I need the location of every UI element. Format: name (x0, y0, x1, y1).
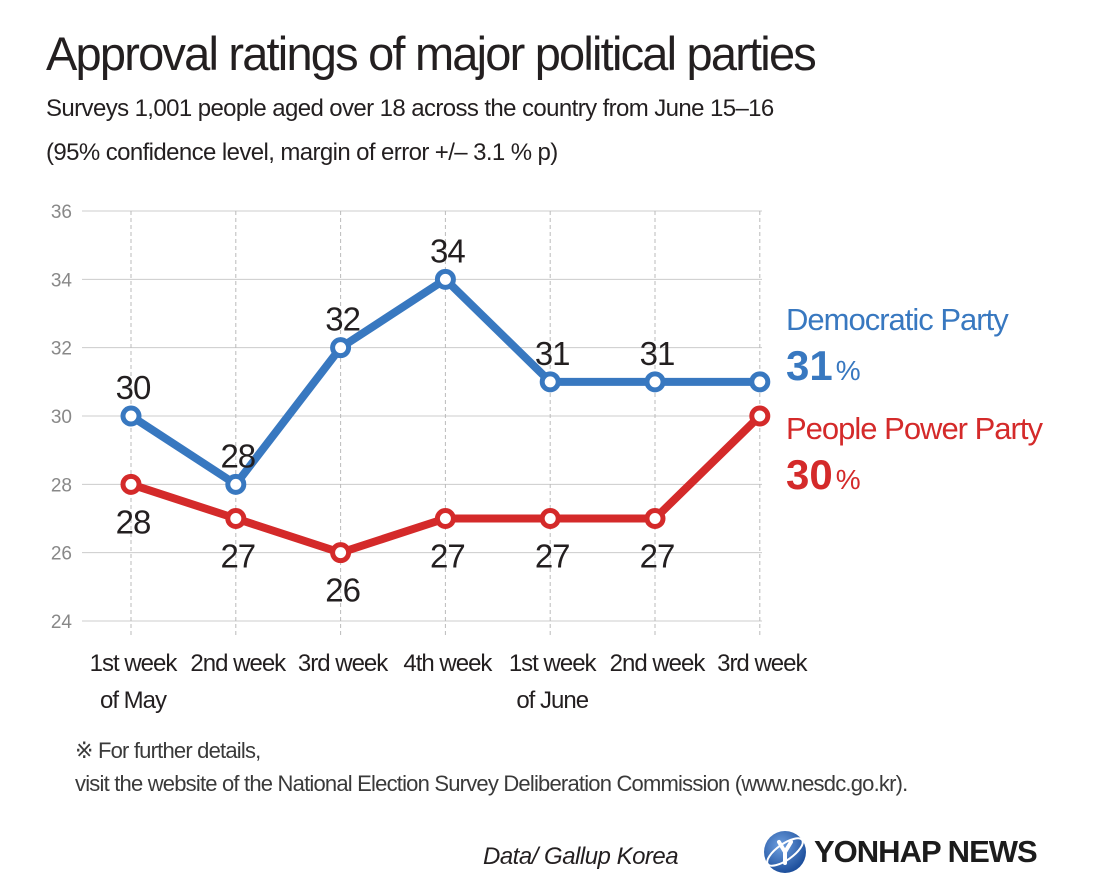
data-label-ppp-5: 27 (640, 538, 675, 575)
data-point-ppp-4 (539, 508, 561, 529)
logo-text: YONHAP NEWS (814, 834, 1038, 869)
data-point-ppp-6 (749, 405, 771, 427)
legend-value-democratic: 31% (786, 342, 861, 389)
y-tick-label-34: 34 (51, 270, 73, 291)
y-tick-label-36: 36 (51, 202, 72, 223)
data-point-ppp-5 (644, 508, 666, 529)
yonhap-globe-icon (764, 831, 806, 873)
data-label-ppp-1: 27 (220, 538, 255, 575)
y-tick-label-26: 26 (51, 544, 72, 565)
y-tick-label-28: 28 (51, 475, 72, 496)
data-point-democratic-1 (225, 473, 247, 495)
legend-value-ppp: 30% (786, 451, 861, 498)
data-point-democratic-5 (644, 371, 666, 393)
data-label-ppp-0: 28 (116, 503, 151, 540)
x-tick-label-3-0: 4th week (403, 650, 493, 677)
x-tick-label-4-0: 1st week (509, 650, 598, 677)
data-source: Data/ Gallup Korea (483, 843, 679, 870)
x-tick-label-0-1: of May (100, 687, 167, 714)
data-label-ppp-2: 26 (325, 572, 360, 609)
data-label-ppp-3: 27 (430, 538, 465, 575)
x-tick-label-6-0: 3rd week (717, 650, 808, 677)
data-point-democratic-4 (539, 371, 561, 393)
x-tick-label-1-0: 2nd week (190, 650, 287, 677)
yonhap-news-logo: YONHAP NEWS (762, 826, 1038, 878)
y-tick-label-24: 24 (51, 612, 73, 633)
legend-name-ppp: People Power Party (786, 411, 1043, 446)
x-tick-label-2-0: 3rd week (298, 650, 389, 677)
data-point-democratic-6 (749, 371, 771, 393)
subtitle-survey-info: Surveys 1,001 people aged over 18 across… (46, 95, 774, 122)
data-point-democratic-3 (434, 268, 456, 290)
data-point-ppp-0 (120, 473, 142, 495)
data-point-democratic-0 (120, 405, 142, 427)
data-point-ppp-3 (434, 508, 456, 529)
data-label-democratic-4: 31 (535, 335, 570, 372)
data-label-democratic-1: 28 (220, 437, 255, 474)
subtitle-confidence-info: (95% confidence level, margin of error +… (46, 139, 558, 166)
data-label-democratic-5: 31 (640, 335, 675, 372)
data-point-ppp-2 (330, 542, 352, 564)
data-point-democratic-2 (330, 337, 352, 359)
data-label-democratic-0: 30 (116, 369, 151, 406)
y-tick-label-32: 32 (51, 339, 72, 360)
data-label-ppp-4: 27 (535, 538, 570, 575)
x-tick-label-5-0: 2nd week (610, 650, 707, 677)
legend-name-democratic: Democratic Party (786, 302, 1009, 337)
chart-title: Approval ratings of major political part… (46, 27, 817, 80)
x-tick-label-4-1: of June (516, 687, 588, 714)
footnote-line-2: visit the website of the National Electi… (75, 771, 908, 796)
data-label-democratic-3: 34 (430, 232, 465, 269)
data-point-ppp-1 (225, 508, 247, 529)
footnote-line-1: ※ For further details, (75, 738, 261, 763)
x-tick-label-0-0: 1st week (90, 650, 179, 677)
data-label-democratic-2: 32 (325, 301, 360, 338)
y-tick-label-30: 30 (51, 407, 72, 428)
